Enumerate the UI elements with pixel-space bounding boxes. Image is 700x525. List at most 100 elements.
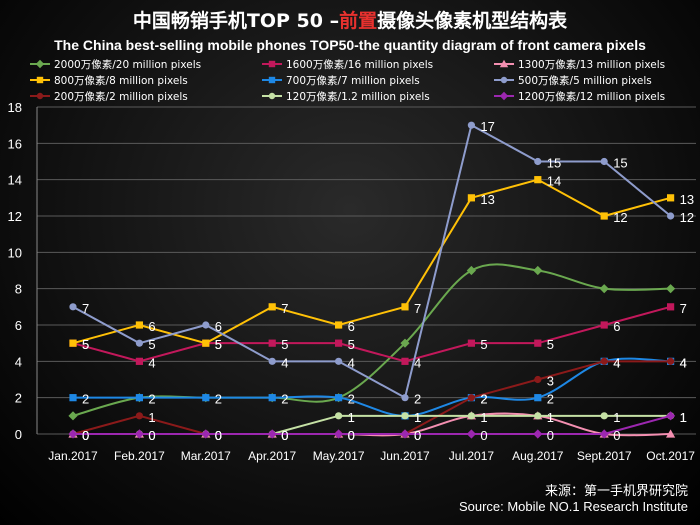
data-label: 15 [613,156,627,171]
data-label: 4 [680,355,687,370]
data-label: 1 [148,410,155,425]
y-tick-label: 8 [15,282,22,297]
data-label: 4 [414,355,421,370]
data-label: 0 [281,428,288,443]
data-label: 5 [215,337,222,352]
data-point [534,157,542,166]
legend-label: 2000万像素/20 million pixels [54,58,201,71]
data-label: 7 [414,301,421,316]
data-point [667,303,675,311]
legend-label: 120万像素/1.2 million pixels [286,90,430,103]
data-point [135,394,143,402]
legend-marker [35,59,45,69]
data-point [466,265,476,276]
y-tick-label: 18 [8,100,22,115]
data-point [534,394,542,402]
data-point [666,411,676,421]
legend-marker [36,76,44,84]
data-point [600,321,608,329]
data-label: 0 [348,428,355,443]
data-label: 17 [480,119,494,134]
data-label: 5 [82,337,89,352]
x-tick-label: Mar.2017 [181,449,231,463]
legend-label: 500万像素/5 million pixels [518,74,652,87]
x-tick-label: Jul.2017 [449,449,495,463]
data-point [335,412,343,420]
data-label: 0 [414,428,421,443]
x-tick-label: May.2017 [313,449,365,463]
data-point [201,429,211,439]
data-point [599,284,609,294]
legend-marker [268,60,276,68]
legend-marker [36,92,44,100]
series-line [72,357,671,417]
data-label: 1 [480,410,487,425]
data-point [666,284,676,294]
data-point [401,394,409,402]
data-label: 0 [348,428,355,443]
legend-label: 1300万像素/13 million pixels [518,58,665,71]
series-7-million-pixels: 2 2 2 2 2 1 2 2 4 4 [69,355,687,425]
data-point [268,303,276,311]
data-label: 5 [480,337,487,352]
data-point [533,429,543,439]
data-point [467,412,475,420]
data-label: 0 [281,428,288,443]
source-en: Source: Mobile NO.1 Research Institute [458,499,688,514]
x-tick-label: Apr.2017 [248,449,296,463]
y-tick-label: 6 [15,318,22,333]
chart-title-en: The China best-selling mobile phones TOP… [54,37,646,53]
data-point [534,412,542,420]
data-point [268,357,276,365]
data-label: 6 [348,319,355,334]
data-point [202,321,210,329]
chart-title-cn: 中国畅销手机TOP 50 –前置摄像头像素机型结构表 [0,6,700,33]
series-line [72,178,671,345]
data-label: 7 [680,301,687,316]
data-label: 5 [82,337,89,352]
legend-marker [499,91,509,101]
data-label: 1 [414,410,421,425]
data-point [467,194,475,202]
legend-item-5-million-pixels: 500万像素/5 million pixels [494,74,652,87]
data-point [135,321,143,329]
data-label: 2 [148,392,155,407]
data-label: 5 [348,337,355,352]
data-label: 7 [82,301,89,316]
x-tick-label: Oct.2017 [646,449,695,463]
data-point [68,411,78,421]
data-label: 2 [281,392,288,407]
data-label: 6 [613,319,620,334]
data-label: 14 [547,174,561,189]
data-point [400,338,410,348]
data-label: 13 [480,192,494,207]
data-label: 5 [281,337,288,352]
data-point [401,357,409,365]
data-point [534,375,542,384]
legend-item-12-million-pixels: 1200万像素/12 million pixels [494,90,665,103]
data-point [401,412,409,420]
data-label: 5 [148,337,155,352]
data-point [600,412,608,420]
y-tick-label: 2 [15,391,22,406]
data-label: 4 [680,355,687,370]
data-label: 2 [348,392,355,407]
y-tick-label: 14 [8,173,22,188]
x-tick-label: Aug.2017 [512,449,564,463]
data-label: 0 [82,428,89,443]
data-label: 0 [148,428,155,443]
data-label: 4 [348,355,355,370]
data-label: 4 [281,355,288,370]
data-point [534,339,542,347]
data-label: 0 [215,428,222,443]
source-cn: 来源：第一手机界研究院 [544,483,688,498]
legend-marker [499,59,509,68]
data-label: 0 [148,428,155,443]
legend-marker [500,76,508,84]
legend-label: 1600万像素/16 million pixels [286,58,433,71]
title-cn-highlight: 前置 [339,10,378,32]
data-label: 0 [547,428,554,443]
data-label: 2 [547,392,554,407]
data-point [667,357,675,365]
data-point [667,212,675,220]
